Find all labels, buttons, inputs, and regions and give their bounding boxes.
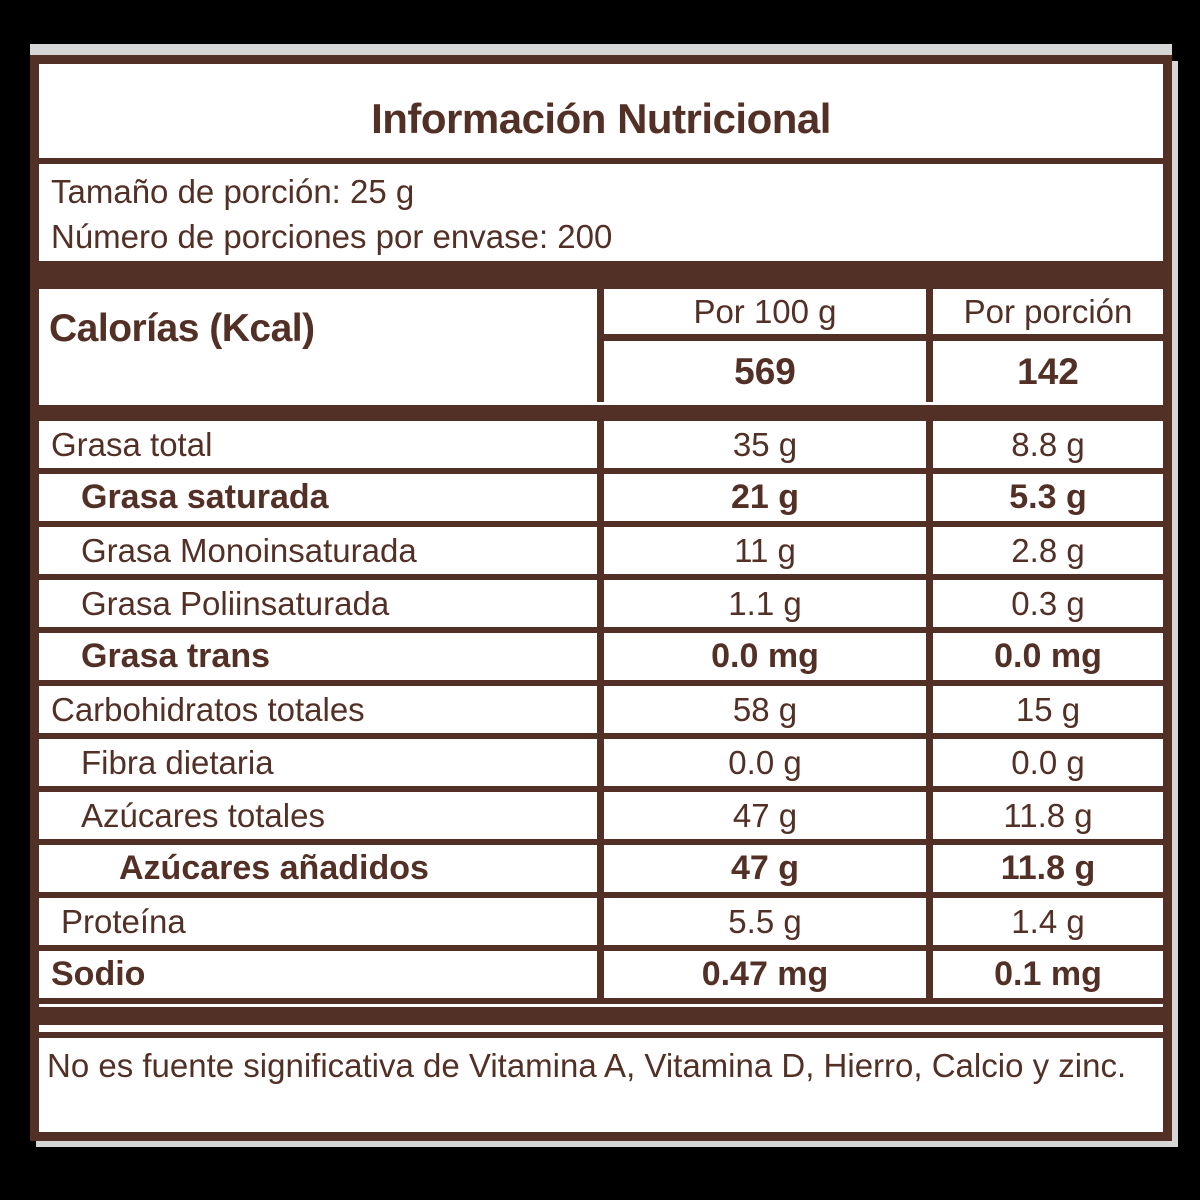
divider — [39, 158, 1163, 164]
nutrition-label-header: Información Nutricional — [39, 64, 1163, 158]
calories-columns: Por 100 g Por porción 569 142 — [597, 289, 1163, 402]
servings-per-container-text: Número de porciones por envase: 200 — [51, 218, 613, 255]
serving-info: Tamaño de porción: 25 g Número de porcio… — [39, 164, 1163, 261]
nutrient-name: Proteína — [61, 902, 186, 940]
nutrient-per-100g: 0.0 g — [597, 739, 926, 786]
nutrient-per-100g: 47 g — [597, 845, 926, 892]
column-header-per-portion: Por porción — [926, 289, 1163, 334]
nutrient-name: Carbohidratos totales — [51, 690, 365, 728]
nutrient-per-portion: 11.8 g — [926, 845, 1163, 892]
column-header-per-100g: Por 100 g — [597, 289, 926, 334]
nutrient-per-portion: 11.8 g — [926, 792, 1163, 839]
nutrient-per-100g: 0.0 mg — [597, 633, 926, 680]
calories-section: Calorías (Kcal) Por 100 g Por porción 56… — [39, 289, 1163, 402]
nutrient-per-portion: 1.4 g — [926, 898, 1163, 945]
page-title: Información Nutricional — [371, 95, 831, 142]
nutrient-per-portion: 0.1 mg — [926, 951, 1163, 998]
footnote: No es fuente significativa de Vitamina A… — [39, 1032, 1163, 1132]
nutrient-per-portion: 8.8 g — [926, 421, 1163, 468]
thick-separator-bar — [39, 261, 1163, 289]
table-row: Proteína 5.5 g 1.4 g — [39, 898, 1163, 951]
nutrient-per-portion: 0.3 g — [926, 580, 1163, 627]
table-row: Grasa Poliinsaturada 1.1 g 0.3 g — [39, 580, 1163, 633]
table-row: Azúcares añadidos 47 g 11.8 g — [39, 845, 1163, 898]
table-row: Sodio 0.47 mg 0.1 mg — [39, 951, 1163, 1004]
nutrient-per-100g: 5.5 g — [597, 898, 926, 945]
spacer — [39, 1025, 1163, 1032]
nutrition-label: Información Nutricional Tamaño de porció… — [30, 55, 1172, 1141]
calories-per-100g: 569 — [597, 341, 926, 402]
nutrient-name: Fibra dietaria — [81, 743, 274, 781]
nutrient-name: Grasa saturada — [81, 478, 329, 516]
nutrient-name: Azúcares añadidos — [119, 849, 429, 887]
nutrient-table: Grasa total 35 g 8.8 g Grasa saturada 21… — [39, 421, 1163, 1004]
nutrient-per-100g: 11 g — [597, 527, 926, 574]
nutrient-name: Grasa Monoinsaturada — [81, 531, 417, 569]
nutrient-per-100g: 58 g — [597, 686, 926, 733]
calories-values-row: 569 142 — [597, 341, 1163, 402]
nutrient-name: Grasa total — [51, 425, 213, 463]
calories-label: Calorías (Kcal) — [49, 306, 315, 350]
nutrient-per-100g: 1.1 g — [597, 580, 926, 627]
thick-separator-bar — [39, 1007, 1163, 1025]
nutrient-per-portion: 5.3 g — [926, 474, 1163, 521]
nutrient-per-100g: 47 g — [597, 792, 926, 839]
nutrient-name: Grasa trans — [81, 637, 270, 675]
nutrient-name: Azúcares totales — [81, 796, 325, 834]
nutrient-per-portion: 2.8 g — [926, 527, 1163, 574]
table-row: Grasa total 35 g 8.8 g — [39, 421, 1163, 474]
nutrient-name: Grasa Poliinsaturada — [81, 584, 390, 622]
thick-separator-bar — [39, 405, 1163, 421]
column-headers-row: Por 100 g Por porción — [597, 289, 1163, 341]
calories-per-portion: 142 — [926, 341, 1163, 402]
nutrient-per-portion: 0.0 mg — [926, 633, 1163, 680]
nutrient-per-100g: 0.47 mg — [597, 951, 926, 998]
serving-size-text: Tamaño de porción: 25 g — [51, 173, 415, 210]
table-row: Carbohidratos totales 58 g 15 g — [39, 686, 1163, 739]
nutrient-per-portion: 15 g — [926, 686, 1163, 733]
nutrient-per-100g: 35 g — [597, 421, 926, 468]
nutrient-per-100g: 21 g — [597, 474, 926, 521]
table-row: Grasa saturada 21 g 5.3 g — [39, 474, 1163, 527]
table-row: Azúcares totales 47 g 11.8 g — [39, 792, 1163, 845]
table-row: Grasa Monoinsaturada 11 g 2.8 g — [39, 527, 1163, 580]
nutrient-per-portion: 0.0 g — [926, 739, 1163, 786]
table-row: Grasa trans 0.0 mg 0.0 mg — [39, 633, 1163, 686]
table-row: Fibra dietaria 0.0 g 0.0 g — [39, 739, 1163, 792]
nutrient-name: Sodio — [51, 955, 146, 993]
